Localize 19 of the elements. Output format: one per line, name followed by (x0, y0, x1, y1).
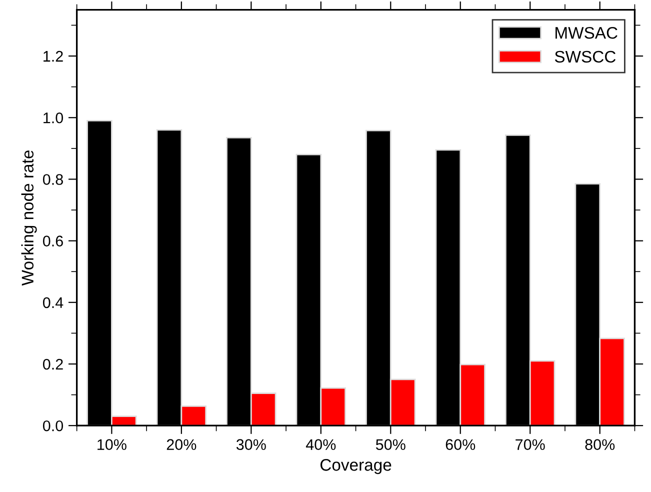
legend-label: MWSAC (556, 26, 618, 39)
x-axis-title: Coverage (320, 459, 392, 474)
y-tick-label: 0.4 (42, 297, 64, 308)
y-tick-label: 0.0 (42, 420, 64, 432)
y-tick-label: 0.8 (42, 174, 63, 185)
x-tick-label: 60% (446, 439, 476, 450)
y-axis-title: Working node rate (21, 150, 37, 286)
x-tick-label: 70% (516, 439, 545, 450)
x-tick-label: 30% (236, 439, 266, 450)
y-tick-label: 1.0 (44, 112, 64, 124)
x-tick-label: 80% (585, 439, 615, 450)
x-tick-label: 10% (98, 439, 126, 450)
x-tick-label: 50% (376, 439, 406, 450)
x-tick-label: 20% (166, 439, 196, 450)
y-tick-label: 0.2 (42, 358, 63, 370)
y-tick-label: 1.2 (44, 50, 63, 62)
y-tick-label: 0.6 (42, 236, 63, 246)
x-tick-label: 40% (306, 439, 336, 450)
legend-label: SWSCC (554, 50, 616, 63)
